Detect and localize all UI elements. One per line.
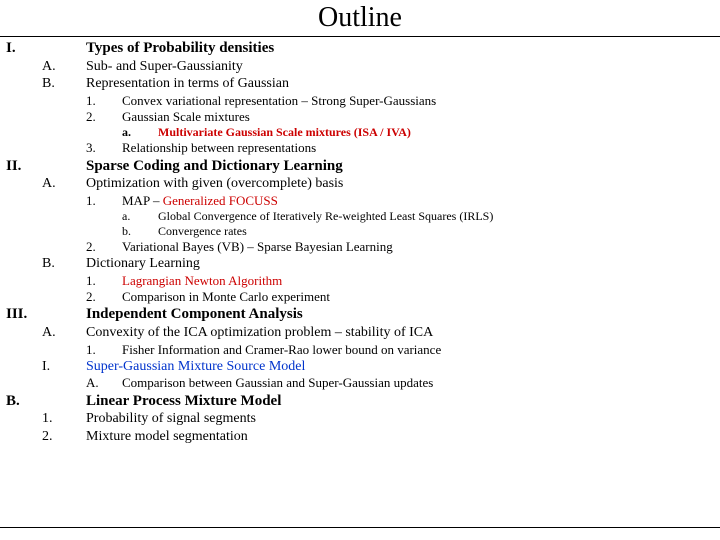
item-B: B. Linear Process Mixture Model bbox=[6, 392, 714, 411]
item-IB2: 2. Gaussian Scale mixtures bbox=[6, 109, 714, 125]
text-IB1: Convex variational representation – Stro… bbox=[122, 93, 714, 109]
item-IIA2: 2. Variational Bayes (VB) – Sparse Bayes… bbox=[6, 239, 714, 255]
num-IB2: 2. bbox=[86, 109, 122, 125]
text-IIIA: Convexity of the ICA optimization proble… bbox=[86, 324, 714, 342]
text-IB2a: Multivariate Gaussian Scale mixtures (IS… bbox=[158, 125, 714, 140]
item-IA: A. Sub- and Super-Gaussianity bbox=[6, 58, 714, 76]
item-B2: 2. Mixture model segmentation bbox=[6, 428, 714, 446]
num-IIII: I. bbox=[42, 358, 86, 376]
text-IIA1a: Global Convergence of Iteratively Re-wei… bbox=[158, 209, 714, 224]
num-IIIA1: 1. bbox=[86, 342, 122, 358]
num-IIB2: 2. bbox=[86, 289, 122, 305]
item-IIA1a: a. Global Convergence of Iteratively Re-… bbox=[6, 209, 714, 224]
text-IIIIA: Comparison between Gaussian and Super-Ga… bbox=[122, 375, 714, 391]
item-II: II. Sparse Coding and Dictionary Learnin… bbox=[6, 157, 714, 176]
item-IIB2: 2. Comparison in Monte Carlo experiment bbox=[6, 289, 714, 305]
item-IIIIA: A. Comparison between Gaussian and Super… bbox=[6, 375, 714, 391]
item-III: III. Independent Component Analysis bbox=[6, 305, 714, 324]
item-IIB1: 1. Lagrangian Newton Algorithm bbox=[6, 273, 714, 289]
text-IIA1: MAP – Generalized FOCUSS bbox=[122, 193, 714, 209]
num-IB2a: a. bbox=[122, 125, 158, 140]
text-IIA1-red: Generalized FOCUSS bbox=[163, 193, 278, 208]
num-IA: A. bbox=[42, 58, 86, 76]
item-B1: 1. Probability of signal segments bbox=[6, 410, 714, 428]
num-I: I. bbox=[6, 39, 42, 58]
num-IB1: 1. bbox=[86, 93, 122, 109]
item-IIA1: 1. MAP – Generalized FOCUSS bbox=[6, 193, 714, 209]
text-IIA: Optimization with given (overcomplete) b… bbox=[86, 175, 714, 193]
text-IIB1: Lagrangian Newton Algorithm bbox=[122, 273, 714, 289]
num-IIA1: 1. bbox=[86, 193, 122, 209]
outline-body: I. Types of Probability densities A. Sub… bbox=[0, 37, 720, 445]
num-IB3: 3. bbox=[86, 140, 122, 156]
item-I: I. Types of Probability densities bbox=[6, 39, 714, 58]
item-IIB: B. Dictionary Learning bbox=[6, 255, 714, 273]
num-II: II. bbox=[6, 157, 42, 176]
num-III: III. bbox=[6, 305, 42, 324]
text-I: Types of Probability densities bbox=[86, 39, 714, 58]
text-IB2: Gaussian Scale mixtures bbox=[122, 109, 714, 125]
text-IIB: Dictionary Learning bbox=[86, 255, 714, 273]
num-IIA: A. bbox=[42, 175, 86, 193]
num-IIA1b: b. bbox=[122, 224, 158, 239]
num-IIIA: A. bbox=[42, 324, 86, 342]
text-IB3: Relationship between representations bbox=[122, 140, 714, 156]
item-IB1: 1. Convex variational representation – S… bbox=[6, 93, 714, 109]
item-IIII: I. Super-Gaussian Mixture Source Model bbox=[6, 358, 714, 376]
text-B1: Probability of signal segments bbox=[86, 410, 714, 428]
text-IIA1b: Convergence rates bbox=[158, 224, 714, 239]
item-IB3: 3. Relationship between representations bbox=[6, 140, 714, 156]
text-B2: Mixture model segmentation bbox=[86, 428, 714, 446]
text-IIA1-pre: MAP – bbox=[122, 193, 163, 208]
text-II: Sparse Coding and Dictionary Learning bbox=[86, 157, 714, 176]
item-IIA: A. Optimization with given (overcomplete… bbox=[6, 175, 714, 193]
num-IIA1a: a. bbox=[122, 209, 158, 224]
item-IB2a: a. Multivariate Gaussian Scale mixtures … bbox=[6, 125, 714, 140]
item-IIA1b: b. Convergence rates bbox=[6, 224, 714, 239]
item-IIIA: A. Convexity of the ICA optimization pro… bbox=[6, 324, 714, 342]
item-IB: B. Representation in terms of Gaussian bbox=[6, 75, 714, 93]
page-title: Outline bbox=[0, 0, 720, 36]
item-IIIA1: 1. Fisher Information and Cramer-Rao low… bbox=[6, 342, 714, 358]
num-B1: 1. bbox=[42, 410, 86, 428]
text-IIB2: Comparison in Monte Carlo experiment bbox=[122, 289, 714, 305]
num-IIIIA: A. bbox=[86, 375, 122, 391]
text-III: Independent Component Analysis bbox=[86, 305, 714, 324]
num-IIB: B. bbox=[42, 255, 86, 273]
text-IIII: Super-Gaussian Mixture Source Model bbox=[86, 358, 714, 376]
num-IIB1: 1. bbox=[86, 273, 122, 289]
num-IIA2: 2. bbox=[86, 239, 122, 255]
text-IA: Sub- and Super-Gaussianity bbox=[86, 58, 714, 76]
num-B: B. bbox=[6, 392, 42, 411]
text-B: Linear Process Mixture Model bbox=[86, 392, 714, 411]
num-B2: 2. bbox=[42, 428, 86, 446]
rule-bottom bbox=[0, 527, 720, 528]
text-IIA2: Variational Bayes (VB) – Sparse Bayesian… bbox=[122, 239, 714, 255]
text-IB: Representation in terms of Gaussian bbox=[86, 75, 714, 93]
num-IB: B. bbox=[42, 75, 86, 93]
text-IIIA1: Fisher Information and Cramer-Rao lower … bbox=[122, 342, 714, 358]
